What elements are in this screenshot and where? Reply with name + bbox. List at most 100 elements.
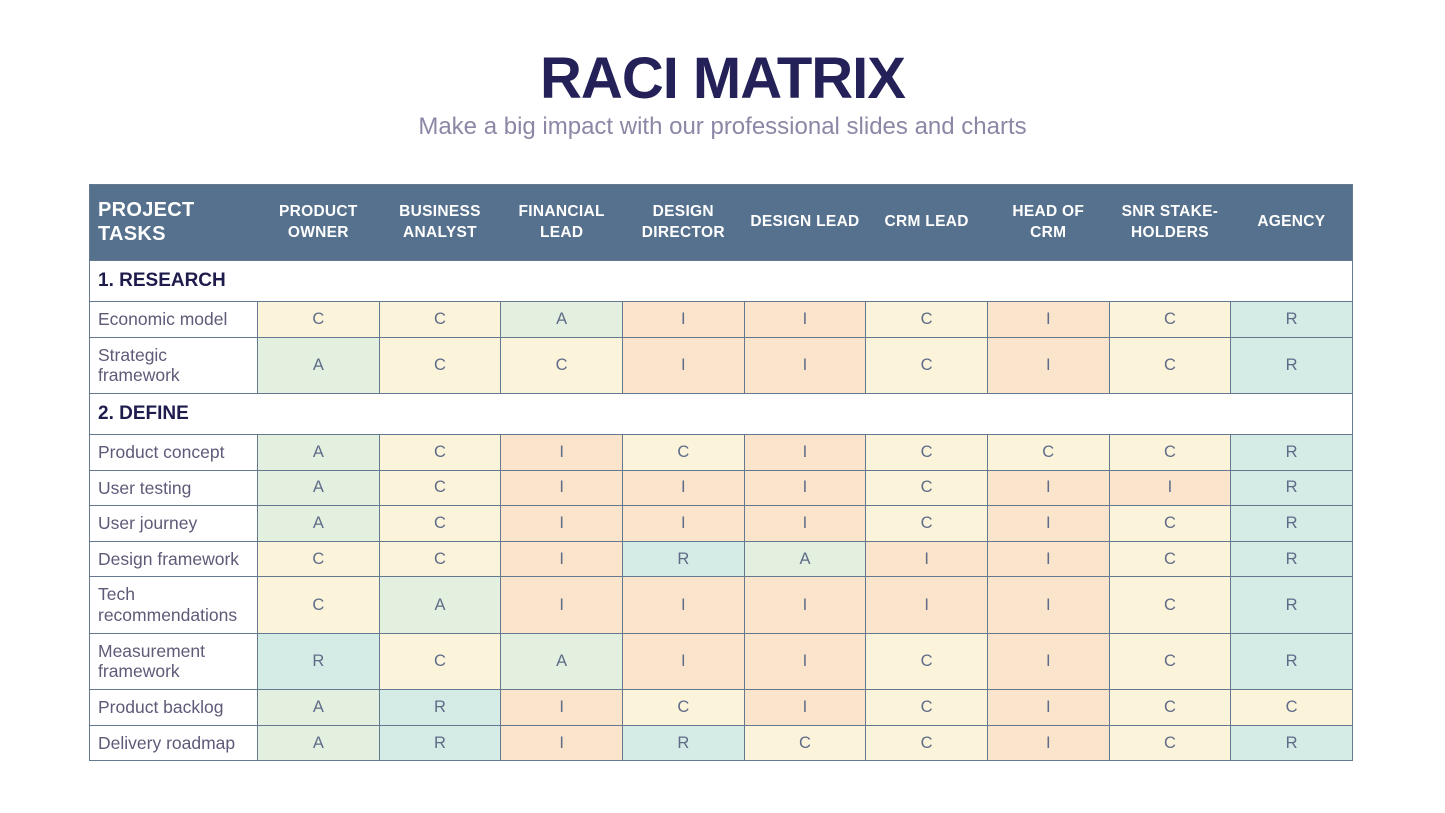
- raci-cell: C: [986, 433, 1110, 471]
- raci-cell: C: [1108, 576, 1232, 634]
- raci-cell: R: [1230, 724, 1353, 762]
- column-header: BUSINESS ANALYST: [379, 184, 501, 261]
- section-row: 2. DEFINE: [89, 392, 1353, 435]
- column-header: PRODUCT OWNER: [257, 184, 380, 261]
- raci-cell: I: [621, 576, 745, 634]
- raci-cell: I: [500, 724, 623, 762]
- raci-cell: A: [257, 689, 380, 726]
- task-label-cell: Economic model: [89, 301, 258, 338]
- raci-cell: A: [257, 336, 380, 394]
- raci-cell: C: [865, 505, 988, 542]
- table-row: User journey A C I I I C I C R: [89, 505, 1353, 542]
- raci-cell: I: [986, 336, 1110, 394]
- raci-cell: C: [1108, 433, 1232, 471]
- raci-cell: C: [378, 540, 502, 578]
- raci-cell: I: [986, 632, 1110, 691]
- raci-cell: R: [1230, 336, 1353, 394]
- table-row: Design framework C C I R A I I C R: [89, 540, 1353, 578]
- raci-cell: I: [986, 724, 1110, 762]
- task-label-cell: Product backlog: [89, 689, 258, 726]
- raci-cell: C: [257, 576, 380, 634]
- raci-cell: C: [865, 301, 988, 338]
- raci-cell: I: [500, 576, 623, 634]
- section-row: 1. RESEARCH: [89, 260, 1353, 302]
- task-label-cell: Measurement framework: [89, 632, 258, 691]
- section-label: 2. DEFINE: [89, 392, 1353, 435]
- raci-cell: I: [986, 505, 1110, 542]
- table-row: Strategic framework A C C I I C I C R: [89, 336, 1353, 394]
- column-header: DESIGN LEAD: [744, 184, 866, 261]
- raci-cell: I: [500, 689, 623, 726]
- column-header: HEAD OF CRM: [987, 184, 1110, 261]
- page-title: RACI MATRIX: [540, 46, 906, 111]
- raci-cell: R: [621, 724, 745, 762]
- raci-cell: I: [500, 433, 623, 471]
- raci-cell: I: [500, 469, 623, 507]
- raci-cell: R: [1230, 433, 1353, 471]
- raci-cell: C: [378, 469, 502, 507]
- raci-cell: C: [1108, 301, 1232, 338]
- raci-cell: C: [500, 336, 623, 394]
- raci-cell: R: [1230, 505, 1353, 542]
- task-label-cell: Tech recommendations: [89, 576, 258, 634]
- raci-cell: R: [378, 689, 502, 726]
- task-label-cell: User testing: [89, 469, 258, 507]
- raci-cell: I: [986, 301, 1110, 338]
- raci-cell: R: [257, 632, 380, 691]
- raci-cell: A: [257, 469, 380, 507]
- column-header: SNR STAKE-HOLDERS: [1109, 184, 1231, 261]
- raci-cell: C: [378, 433, 502, 471]
- raci-cell: C: [865, 689, 988, 726]
- raci-cell: R: [1230, 632, 1353, 691]
- raci-cell: I: [743, 689, 867, 726]
- raci-cell: I: [986, 689, 1110, 726]
- raci-cell: A: [743, 540, 867, 578]
- table-row: Economic model C C A I I C I C R: [89, 301, 1353, 338]
- raci-cell: R: [1230, 540, 1353, 578]
- raci-cell: I: [621, 301, 745, 338]
- table-row: Delivery roadmap A R I R C C I C R: [89, 724, 1353, 762]
- raci-cell: C: [621, 689, 745, 726]
- column-header: FINANCIAL LEAD: [500, 184, 623, 261]
- column-header: DESIGN DIRECTOR: [622, 184, 745, 261]
- page-subtitle: Make a big impact with our professional …: [418, 113, 1027, 140]
- task-label-cell: User journey: [89, 505, 258, 542]
- raci-cell: R: [1230, 301, 1353, 338]
- raci-cell: C: [378, 505, 502, 542]
- raci-cell: R: [1230, 469, 1353, 507]
- raci-cell: C: [1108, 540, 1232, 578]
- raci-cell: I: [986, 469, 1110, 507]
- raci-cell: I: [743, 469, 867, 507]
- raci-cell: I: [986, 576, 1110, 634]
- raci-cell: A: [500, 632, 623, 691]
- table-row: Measurement framework R C A I I C I C R: [89, 632, 1353, 691]
- raci-cell: I: [743, 505, 867, 542]
- raci-cell: I: [500, 505, 623, 542]
- raci-cell: A: [378, 576, 502, 634]
- raci-cell: C: [378, 301, 502, 338]
- raci-cell: C: [865, 724, 988, 762]
- raci-cell: C: [865, 632, 988, 691]
- raci-cell: C: [1108, 724, 1232, 762]
- raci-cell: I: [743, 576, 867, 634]
- raci-cell: C: [865, 433, 988, 471]
- raci-cell: C: [378, 632, 502, 691]
- raci-cell: I: [743, 301, 867, 338]
- task-label-cell: Product concept: [89, 433, 258, 471]
- table-row: Product backlog A R I C I C I C C: [89, 689, 1353, 726]
- raci-cell: A: [500, 301, 623, 338]
- raci-cell: C: [257, 540, 380, 578]
- column-header-label: PROJECT TASKS: [98, 199, 195, 245]
- table-body: 1. RESEARCH Economic model C C A I I C I C R Strate…: [89, 260, 1353, 762]
- raci-cell: I: [743, 336, 867, 394]
- task-label-cell: Design framework: [89, 540, 258, 578]
- raci-cell: R: [1230, 576, 1353, 634]
- raci-cell: I: [865, 576, 988, 634]
- raci-cell: C: [743, 724, 867, 762]
- table-row: User testing A C I I I C I I R: [89, 469, 1353, 507]
- raci-cell: C: [378, 336, 502, 394]
- raci-cell: I: [865, 540, 988, 578]
- raci-cell: I: [621, 336, 745, 394]
- raci-cell: I: [743, 433, 867, 471]
